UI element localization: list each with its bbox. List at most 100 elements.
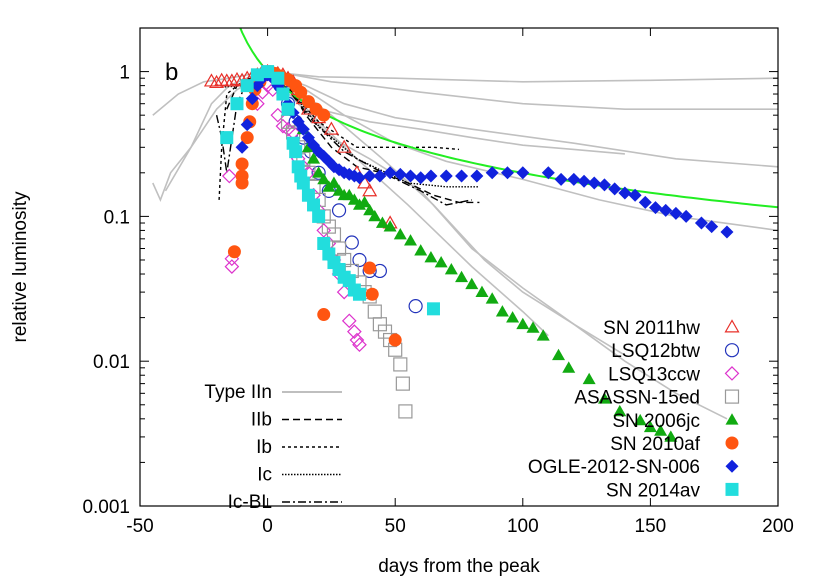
data-point: [317, 236, 331, 250]
legend-marker-sn-2006jc: [725, 413, 739, 425]
data-point: [455, 270, 469, 283]
type-curve: [215, 70, 472, 206]
data-point: [294, 85, 308, 99]
data-point: [393, 227, 407, 240]
data-point: [375, 216, 389, 228]
x-tick-label: 150: [635, 516, 667, 537]
legend-label-lsq13ccw: LSQ13ccw: [608, 364, 700, 385]
legend-label-ogle-2012-sn-006: OGLE-2012-SN-006: [528, 457, 700, 478]
data-point: [434, 256, 448, 268]
data-point: [444, 262, 458, 275]
data-point: [344, 235, 359, 250]
data-point: [414, 244, 428, 256]
data-point: [276, 87, 290, 101]
data-point: [587, 176, 601, 190]
type-curve: [226, 70, 480, 204]
legend-label-lsq12btw: LSQ12btw: [611, 341, 700, 362]
data-point: [229, 71, 245, 86]
data-point: [526, 321, 540, 333]
data-point: [349, 332, 365, 348]
data-point: [395, 376, 410, 391]
legend-label-ic: Ic: [257, 465, 272, 486]
data-point: [362, 183, 378, 197]
data-point: [455, 169, 469, 183]
data-point: [372, 317, 387, 332]
data-point: [408, 299, 423, 314]
data-point: [365, 287, 379, 301]
data-point: [296, 176, 310, 190]
data-point: [227, 245, 241, 259]
data-point: [426, 302, 440, 316]
data-point: [516, 166, 530, 180]
legend-label-iib: IIb: [251, 410, 272, 431]
data-point: [321, 219, 336, 234]
data-point: [352, 337, 367, 353]
data-point: [214, 72, 230, 86]
data-point: [312, 209, 326, 223]
data-point: [597, 178, 611, 192]
data-point: [317, 108, 331, 122]
legend-label-sn-2014av: SN 2014av: [606, 480, 701, 501]
legend-label-ic-bl: Ic-BL: [228, 492, 272, 513]
data-point: [516, 317, 530, 330]
x-tick-label: 0: [262, 516, 273, 537]
series-sn-2014av: [220, 65, 440, 316]
legend-marker-ogle-2012-sn-006: [725, 459, 739, 473]
type-iin-curve: [267, 70, 778, 232]
data-point: [628, 188, 642, 202]
data-point: [664, 430, 678, 442]
data-point: [347, 324, 362, 339]
data-point: [582, 372, 596, 385]
data-point: [643, 420, 657, 433]
data-point: [541, 166, 555, 180]
data-point: [352, 287, 366, 301]
data-point: [296, 122, 310, 136]
data-point: [307, 152, 321, 164]
type-iin-curve: [267, 70, 625, 155]
data-point: [230, 97, 244, 111]
data-point: [404, 234, 418, 246]
legend-label-type-iin: Type IIn: [204, 382, 272, 403]
data-point: [358, 195, 372, 208]
legend-marker-lsq12btw: [724, 343, 740, 358]
data-point: [506, 311, 520, 323]
y-tick-label: 0.01: [93, 352, 130, 373]
x-axis-title: days from the peak: [378, 556, 540, 577]
data-point: [475, 285, 489, 297]
data-point: [669, 206, 683, 220]
data-point: [373, 169, 387, 183]
data-point: [618, 186, 632, 200]
data-point: [393, 357, 408, 372]
legend-marker-sn-2011hw: [724, 319, 740, 333]
type-iin-curve: [164, 70, 778, 192]
data-point: [317, 172, 331, 185]
y-tick-label: 0.1: [104, 207, 130, 228]
legend-label-sn-2011hw: SN 2011hw: [603, 318, 700, 339]
data-point: [352, 171, 366, 185]
data-point: [240, 79, 254, 93]
data-point: [235, 157, 249, 171]
y-axis-title: relative luminosity: [10, 191, 31, 342]
series-sn-2006jc: [296, 122, 678, 442]
data-point: [470, 169, 484, 183]
data-point: [500, 166, 514, 180]
data-point: [485, 166, 499, 180]
data-point: [368, 209, 382, 222]
data-point: [363, 261, 377, 275]
data-points-layer: [203, 63, 734, 442]
legend-marker-asassn-15ed: [724, 389, 740, 404]
data-point: [439, 169, 453, 183]
data-point: [220, 131, 234, 145]
data-point: [562, 361, 576, 373]
x-tick-label: 50: [385, 516, 406, 537]
data-point: [317, 308, 331, 322]
data-point: [495, 305, 509, 317]
data-point: [224, 259, 240, 274]
data-point: [323, 121, 339, 135]
data-point: [291, 115, 305, 129]
data-point: [326, 227, 342, 242]
data-point: [221, 168, 237, 184]
data-point: [567, 172, 581, 186]
data-point: [613, 404, 627, 417]
